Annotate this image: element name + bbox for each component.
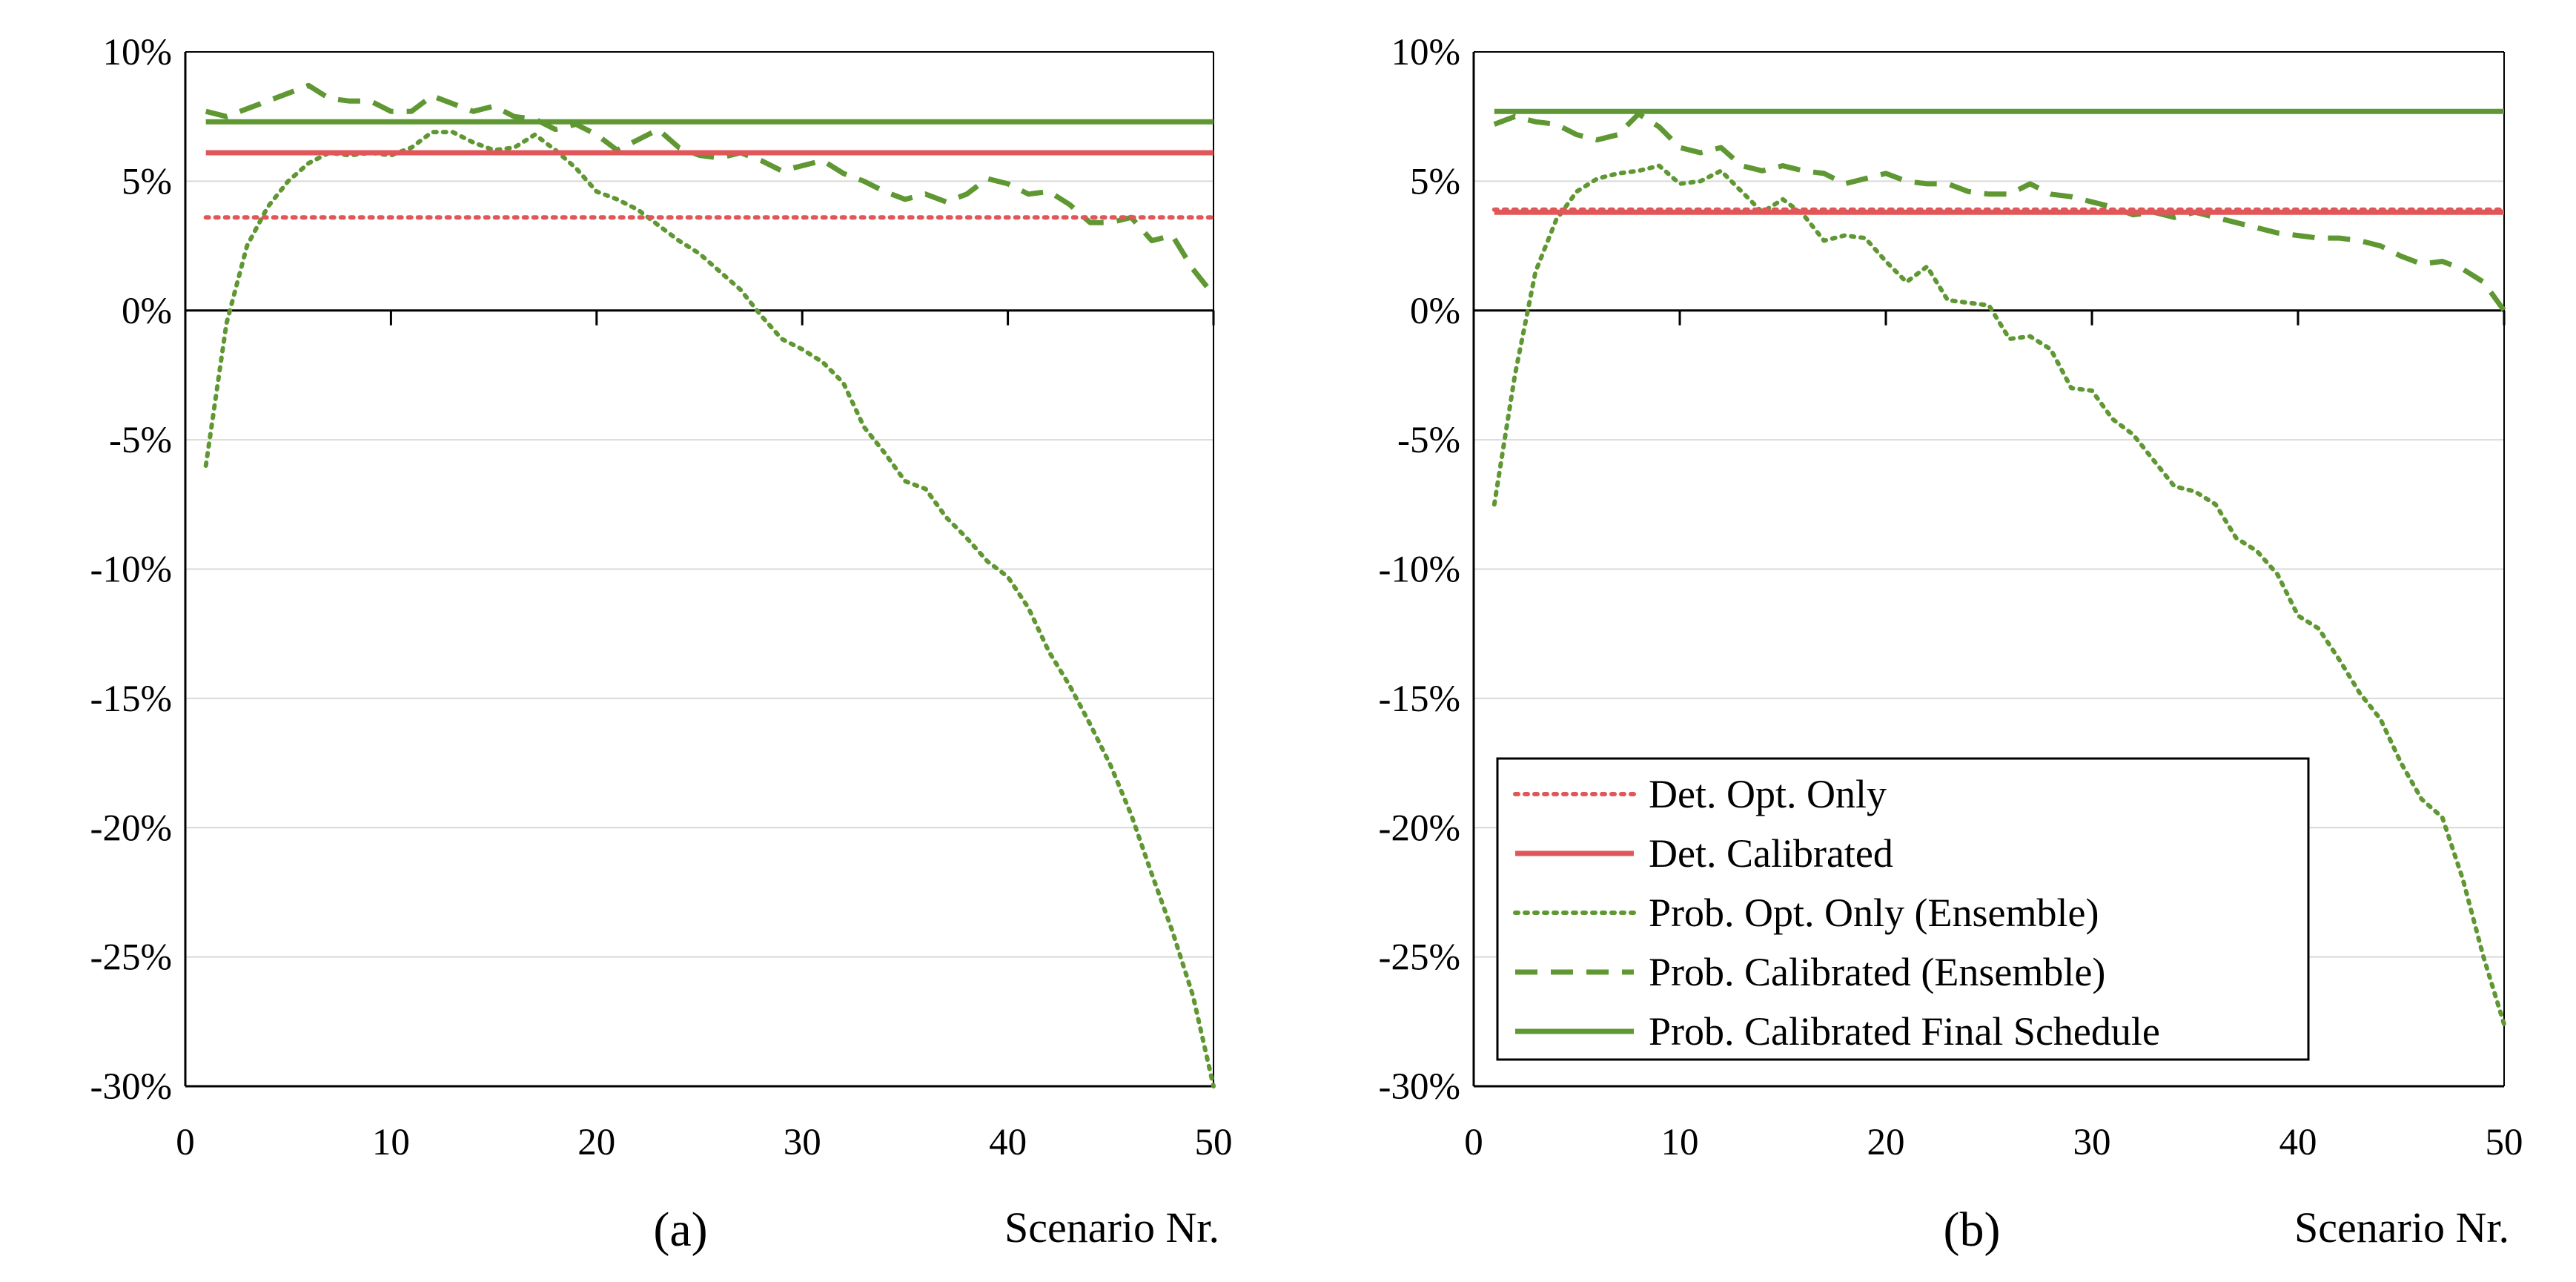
x-tick-label: 30 — [2073, 1122, 2111, 1163]
x-tick-label: 40 — [2279, 1122, 2317, 1163]
x-tick-label: 20 — [1867, 1122, 1905, 1163]
x-tick-label: 0 — [176, 1122, 195, 1163]
x-tick-label: 40 — [989, 1122, 1027, 1163]
series-line-green-dashed — [1493, 111, 2506, 312]
legend-label: Prob. Calibrated (Ensemble) — [1649, 950, 2105, 994]
panel-label: (b) — [1944, 1203, 2001, 1257]
y-tick-label: -10% — [90, 549, 172, 591]
legend-label: Prob. Calibrated Final Schedule — [1649, 1009, 2160, 1054]
x-tick-label: 50 — [2486, 1122, 2523, 1163]
y-tick-label: -20% — [90, 807, 172, 849]
legend-label: Det. Calibrated — [1649, 831, 1893, 876]
y-tick-label: -25% — [90, 937, 172, 979]
y-tick-label: -30% — [90, 1066, 172, 1108]
x-tick-label: 30 — [784, 1122, 821, 1163]
y-tick-label: -15% — [1379, 678, 1460, 720]
y-tick-label: -10% — [1379, 549, 1460, 591]
legend-box — [1496, 757, 2310, 1061]
chart-panel-b: 10% 5% 0% -5% -10% -15% -20% -25% -30%0 10 20 30 40 5… — [1379, 32, 2523, 1257]
x-tick-label: 0 — [1464, 1122, 1483, 1163]
y-tick-label: 0% — [122, 291, 172, 332]
series-line-green-dashed — [205, 82, 1216, 297]
y-tick-label: 10% — [103, 32, 172, 73]
legend-label: Prob. Opt. Only (Ensemble) — [1649, 891, 2099, 935]
panel-label: (a) — [653, 1203, 707, 1257]
y-tick-label: 5% — [1410, 161, 1460, 202]
chart-panel-a: 10% 5% 0% -5% -10% -15% -20% -25% -30%0 10 20 30 40 5… — [90, 32, 1233, 1257]
x-tick-label: 10 — [372, 1122, 410, 1163]
series-line-green-dotted — [1491, 163, 2506, 1027]
y-tick-label: 5% — [122, 161, 172, 202]
y-tick-label: -25% — [1379, 937, 1460, 979]
series-line-green-dotted — [203, 130, 1216, 1088]
legend-label: Det. Opt. Only — [1649, 772, 1887, 816]
y-tick-label: 0% — [1410, 291, 1460, 332]
y-tick-label: -20% — [1379, 807, 1460, 849]
x-axis-title: Scenario Nr. — [2294, 1203, 2509, 1252]
x-tick-label: 10 — [1661, 1122, 1699, 1163]
y-tick-label: 10% — [1391, 32, 1460, 73]
y-tick-label: -30% — [1379, 1066, 1460, 1108]
y-tick-label: -5% — [1397, 420, 1460, 461]
y-tick-label: -5% — [109, 420, 172, 461]
x-tick-label: 50 — [1195, 1122, 1233, 1163]
x-tick-label: 20 — [577, 1122, 615, 1163]
y-tick-label: -15% — [90, 678, 172, 720]
x-axis-title: Scenario Nr. — [1004, 1203, 1219, 1252]
